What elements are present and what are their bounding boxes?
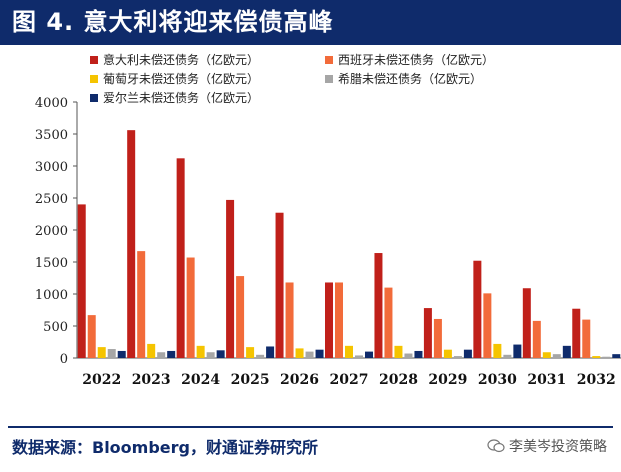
bar bbox=[463, 349, 472, 358]
x-tick-label: 2030 bbox=[478, 372, 517, 388]
y-tick-label: 3000 bbox=[35, 160, 68, 175]
watermark: 李美岑投资策略 bbox=[487, 436, 607, 456]
x-tick-label: 2026 bbox=[280, 372, 319, 388]
bar bbox=[87, 315, 96, 358]
bar bbox=[503, 354, 512, 358]
bar bbox=[216, 350, 225, 358]
legend-swatch bbox=[90, 75, 98, 83]
legend-swatch bbox=[90, 56, 98, 64]
legend-label: 西班牙未偿还债务（亿欧元） bbox=[338, 52, 494, 67]
watermark-text: 李美岑投资策略 bbox=[509, 439, 607, 455]
x-tick-label: 2028 bbox=[379, 372, 418, 388]
bar bbox=[77, 204, 86, 358]
bar bbox=[256, 354, 265, 358]
x-tick-label: 2022 bbox=[82, 372, 121, 388]
bar bbox=[443, 349, 452, 358]
bar bbox=[285, 282, 294, 358]
bar bbox=[246, 347, 255, 358]
chat-bubble-icon bbox=[487, 439, 505, 453]
legend: 意大利未偿还债务（亿欧元） 西班牙未偿还债务（亿欧元） 葡萄牙未偿还债务（亿欧元） 希… bbox=[90, 52, 494, 105]
title-bar: 图 4. 意大利将迎来偿债高峰 bbox=[0, 0, 621, 45]
bar bbox=[433, 318, 442, 358]
y-tick-label: 3500 bbox=[35, 128, 68, 143]
y-tick-label: 2500 bbox=[35, 192, 68, 207]
y-tick-label: 0 bbox=[60, 352, 68, 367]
x-tick-label: 2032 bbox=[577, 372, 616, 388]
bar bbox=[423, 308, 432, 358]
x-tick-label: 2025 bbox=[231, 372, 270, 388]
legend-label: 希腊未偿还债务（亿欧元） bbox=[338, 71, 482, 86]
bar bbox=[206, 352, 215, 358]
x-tick-label: 2031 bbox=[527, 372, 566, 388]
bars bbox=[77, 130, 621, 358]
y-tick-label: 1500 bbox=[35, 256, 68, 271]
bar bbox=[236, 276, 245, 358]
bar bbox=[582, 319, 591, 358]
bar bbox=[167, 350, 176, 358]
bar bbox=[404, 353, 413, 358]
bar bbox=[394, 345, 403, 358]
bar bbox=[612, 354, 621, 358]
x-tick-label: 2029 bbox=[428, 372, 467, 388]
legend-swatch bbox=[325, 75, 333, 83]
legend-swatch bbox=[325, 56, 333, 64]
chart: 意大利未偿还债务（亿欧元） 西班牙未偿还债务（亿欧元） 葡萄牙未偿还债务（亿欧元） 希… bbox=[35, 52, 621, 388]
bar bbox=[325, 282, 333, 358]
bar bbox=[532, 320, 541, 358]
figure-title: 图 4. 意大利将迎来偿债高峰 bbox=[12, 8, 334, 36]
bar bbox=[226, 199, 235, 358]
legend-label: 葡萄牙未偿还债务（亿欧元） bbox=[103, 71, 259, 86]
bar bbox=[117, 350, 126, 358]
bar bbox=[266, 346, 275, 358]
x-tick-label: 2027 bbox=[330, 372, 369, 388]
y-tick-label: 500 bbox=[43, 320, 68, 335]
bar bbox=[345, 345, 353, 358]
bar bbox=[147, 343, 156, 358]
bar bbox=[295, 348, 304, 358]
bar bbox=[384, 287, 393, 358]
bar bbox=[374, 253, 383, 358]
bar bbox=[493, 343, 502, 358]
x-tick-label: 2024 bbox=[181, 372, 220, 388]
legend-label: 意大利未偿还债务（亿欧元） bbox=[103, 52, 259, 67]
bar bbox=[335, 282, 343, 358]
bar bbox=[513, 344, 522, 358]
bar bbox=[414, 350, 423, 358]
bar bbox=[107, 349, 116, 358]
bar bbox=[473, 260, 482, 358]
bar bbox=[355, 355, 363, 358]
bar bbox=[315, 349, 324, 358]
bar bbox=[602, 356, 611, 358]
legend-swatch bbox=[90, 94, 98, 102]
bar bbox=[542, 352, 551, 358]
x-tick-label: 2023 bbox=[132, 372, 171, 388]
bar bbox=[127, 130, 136, 358]
y-tick-label: 4000 bbox=[35, 96, 68, 111]
bar bbox=[592, 356, 601, 358]
bar bbox=[196, 345, 205, 358]
y-tick-label: 1000 bbox=[35, 288, 68, 303]
bar bbox=[97, 347, 106, 358]
bar bbox=[176, 158, 185, 358]
bar bbox=[365, 351, 373, 358]
legend-label: 爱尔兰未偿还债务（亿欧元） bbox=[103, 90, 259, 105]
bar bbox=[552, 354, 561, 358]
bar bbox=[453, 356, 462, 358]
bar bbox=[275, 212, 284, 358]
axes: 0 500 1000 1500 2000 2500 3000 3500 4000 2022 2023… bbox=[35, 96, 621, 388]
bar bbox=[572, 308, 581, 358]
bar bbox=[522, 288, 531, 358]
bar bbox=[562, 345, 571, 358]
bar bbox=[483, 293, 492, 358]
bar bbox=[157, 352, 166, 358]
bar bbox=[186, 257, 195, 358]
y-tick-label: 2000 bbox=[35, 224, 68, 239]
bar bbox=[305, 351, 314, 358]
bar bbox=[137, 251, 146, 358]
footer-divider bbox=[8, 426, 613, 428]
source-note: 数据来源：Bloomberg，财通证券研究所 bbox=[12, 438, 318, 457]
